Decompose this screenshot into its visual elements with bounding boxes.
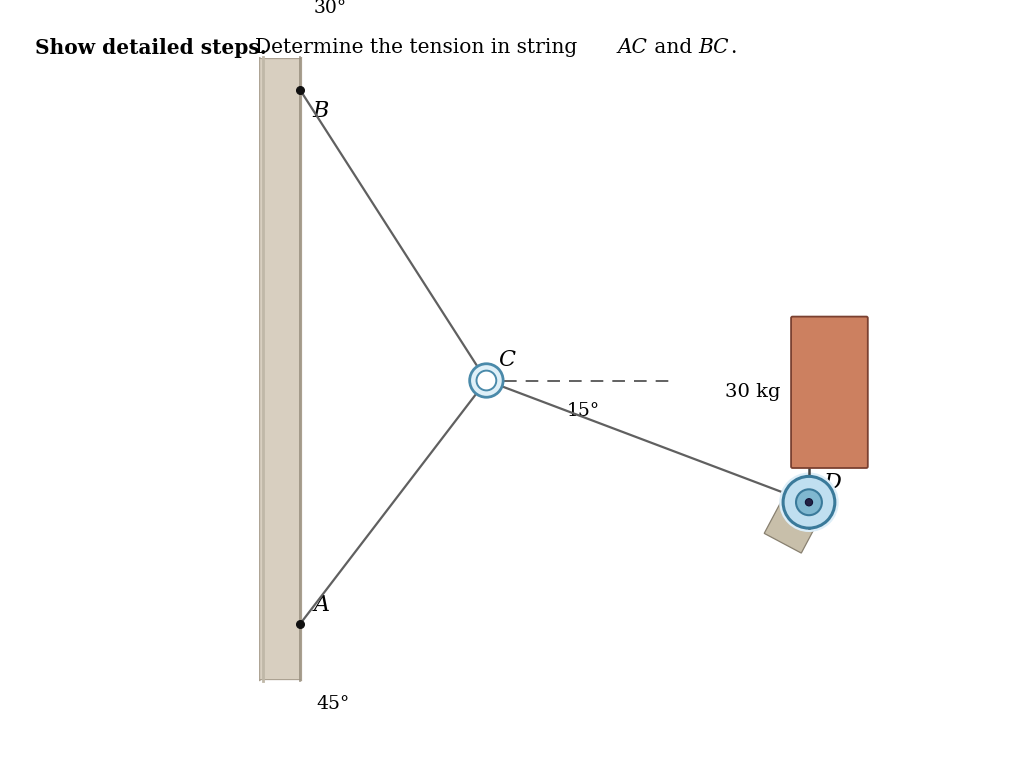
Text: A: A bbox=[314, 594, 330, 616]
Polygon shape bbox=[764, 488, 825, 553]
Text: BC: BC bbox=[698, 38, 728, 57]
Text: Determine the tension in string: Determine the tension in string bbox=[255, 38, 584, 57]
Circle shape bbox=[805, 498, 813, 506]
Circle shape bbox=[779, 473, 839, 532]
Text: 30 kg: 30 kg bbox=[725, 384, 780, 401]
Text: AC: AC bbox=[618, 38, 648, 57]
Circle shape bbox=[783, 476, 835, 528]
Text: and: and bbox=[648, 38, 698, 57]
Text: D: D bbox=[823, 473, 841, 494]
Text: Show detailed steps.: Show detailed steps. bbox=[35, 38, 266, 58]
Text: C: C bbox=[499, 349, 515, 371]
Text: B: B bbox=[312, 100, 329, 122]
Circle shape bbox=[476, 371, 497, 390]
Text: 30°: 30° bbox=[314, 0, 347, 17]
Circle shape bbox=[470, 364, 503, 397]
FancyBboxPatch shape bbox=[260, 57, 301, 681]
Text: .: . bbox=[730, 38, 736, 57]
Text: 15°: 15° bbox=[566, 403, 599, 421]
Circle shape bbox=[796, 489, 822, 515]
Text: 45°: 45° bbox=[316, 695, 349, 713]
FancyBboxPatch shape bbox=[792, 317, 867, 468]
